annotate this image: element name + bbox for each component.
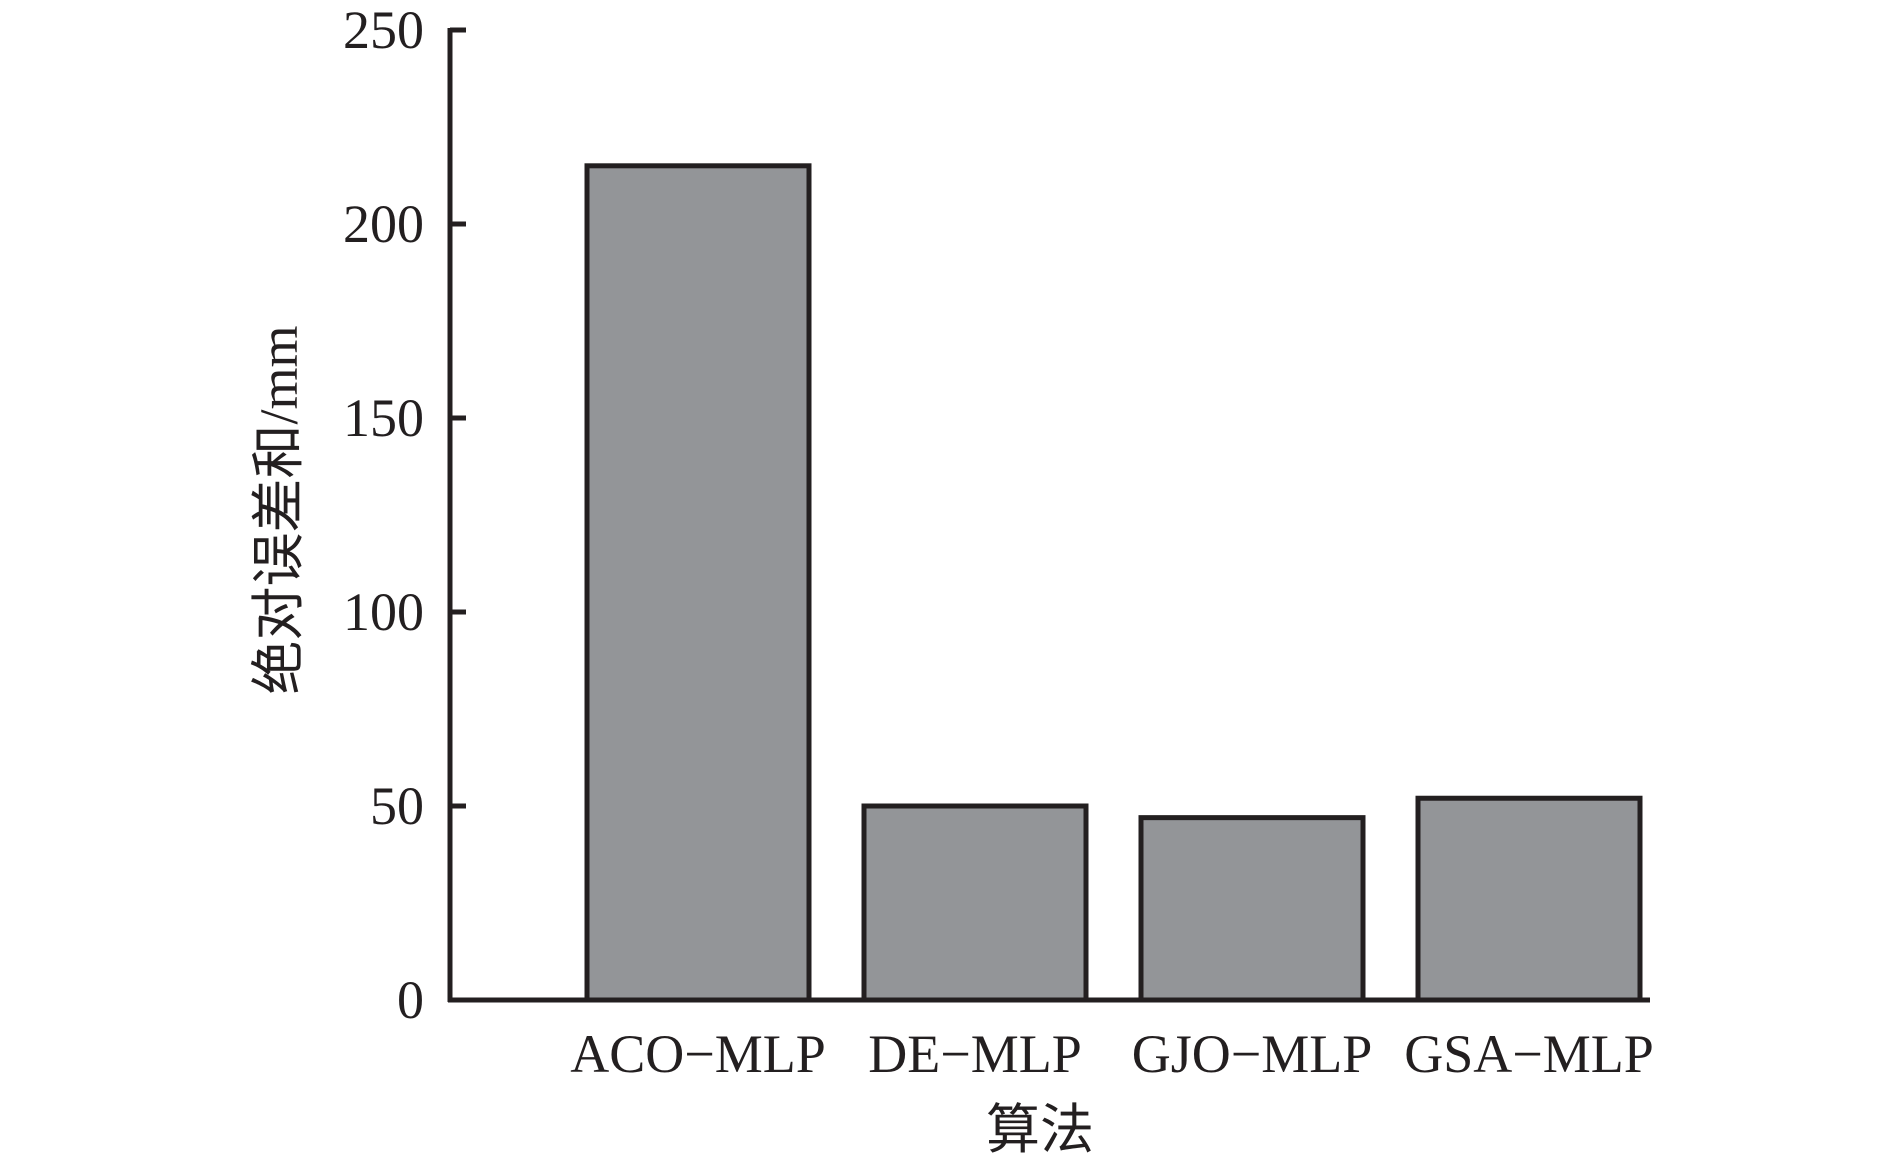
x-axis-title: 算法 [986,1100,1094,1160]
x-tick-label: GSA−MLP [1404,1024,1654,1084]
bar-ACO−MLP [584,163,812,1003]
x-tick-label: DE−MLP [868,1024,1081,1084]
axes-layer [447,28,1650,1003]
y-tick-label: 0 [397,970,424,1030]
y-tick-label: 250 [343,0,424,60]
y-axis-title: 绝对误差和/mm [249,325,309,694]
bar-GSA−MLP [1415,795,1643,1003]
bar-DE−MLP [861,803,1089,1003]
y-tick-label: 100 [343,582,424,642]
y-tick-label: 150 [343,388,424,448]
bars-layer [584,163,1643,1003]
y-ticks: 0 50 100 150 200 250 [343,0,466,1030]
x-tick-labels: ACO−MLP DE−MLP GJO−MLP GSA−MLP [570,1024,1654,1084]
bar-GJO−MLP [1138,815,1366,1003]
x-tick-label: ACO−MLP [570,1024,826,1084]
y-tick-label: 200 [343,194,424,254]
x-tick-label: GJO−MLP [1132,1024,1373,1084]
y-tick-label: 50 [370,776,424,836]
